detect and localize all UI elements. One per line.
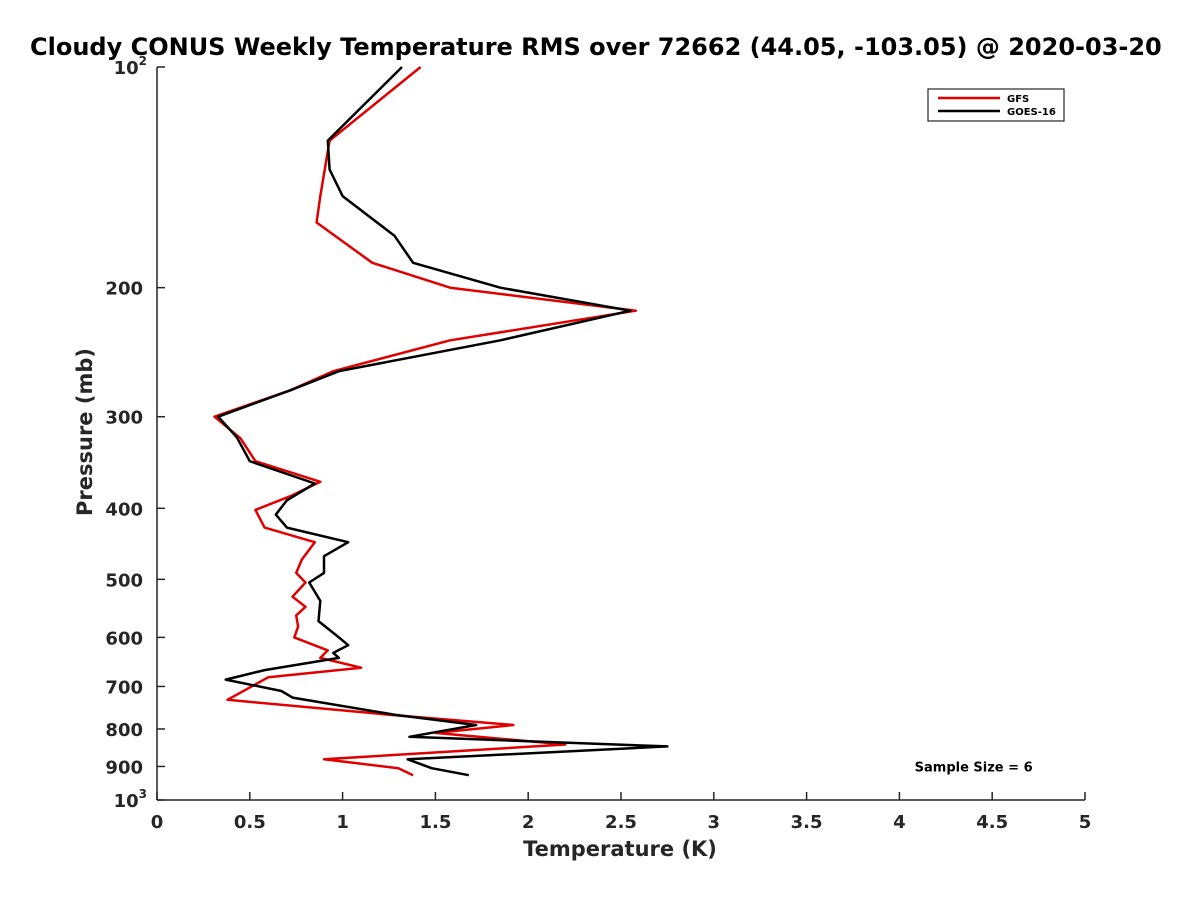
x-tick-label: 2.5: [605, 812, 637, 833]
y-tick-label: 700: [105, 677, 143, 698]
x-tick-label: 0.5: [234, 812, 266, 833]
x-tick-label: 3.5: [791, 812, 823, 833]
y-tick-label: 800: [105, 720, 143, 741]
y-tick-label: 102: [114, 54, 147, 79]
x-axis-label: Temperature (K): [523, 837, 717, 861]
y-tick-label: 600: [105, 628, 143, 649]
x-tick-label: 4.5: [976, 812, 1008, 833]
legend-box: [927, 88, 1065, 122]
y-tick-label: 500: [105, 570, 143, 591]
chart-title: Cloudy CONUS Weekly Temperature RMS over…: [30, 33, 1162, 61]
x-tick-label: 3: [708, 812, 721, 833]
y-tick-label: 103: [114, 787, 147, 812]
text-layer: Cloudy CONUS Weekly Temperature RMS over…: [30, 33, 1162, 861]
x-tick-label: 2: [522, 812, 535, 833]
x-tick-label: 4: [893, 812, 906, 833]
series-layer: [213, 66, 669, 777]
x-tick-label: 5: [1079, 812, 1092, 833]
legend-layer: GFS GOES-16: [927, 88, 1065, 122]
legend-label-gfs: GFS: [1007, 94, 1029, 105]
x-tick-label: 0: [151, 812, 164, 833]
axes-layer: 0 0.5 1 1.5 2 2.5 3 3.5 4 4.5 5 102 200 300 400 500 600 7…: [105, 54, 1091, 833]
y-tick-label: 300: [105, 408, 143, 429]
series-line-goes-16: [216, 66, 669, 777]
x-tick-label: 1: [336, 812, 349, 833]
y-axis-label: Pressure (mb): [73, 348, 97, 516]
x-tick-label: 1.5: [419, 812, 451, 833]
sample-size-annotation: Sample Size = 6: [915, 760, 1033, 775]
legend-label-goes-16: GOES-16: [1007, 107, 1056, 118]
y-tick-label: 900: [105, 757, 143, 778]
y-tick-label: 400: [105, 499, 143, 520]
y-tick-label: 200: [105, 279, 143, 300]
